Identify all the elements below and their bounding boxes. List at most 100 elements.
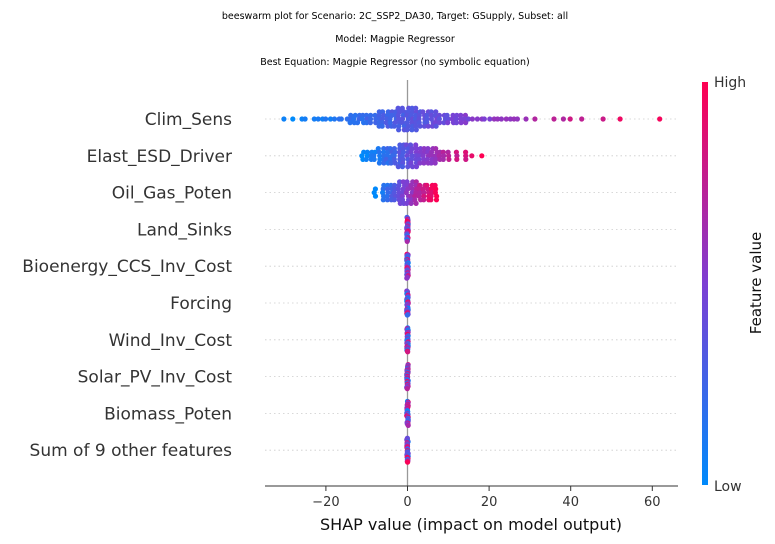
x-tick-label: 60	[644, 495, 661, 510]
shap-dot	[391, 197, 397, 203]
feature-label: Clim_Sens	[145, 110, 232, 130]
chart-title-line-1: beeswarm plot for Scenario: 2C_SSP2_DA30…	[222, 11, 568, 22]
shap-dot	[507, 116, 513, 122]
shap-dot	[290, 116, 296, 122]
shap-dot	[429, 123, 435, 129]
shap-dot	[338, 116, 344, 122]
shap-dot	[579, 116, 585, 122]
shap-dot	[551, 116, 557, 122]
shap-dot	[404, 312, 410, 318]
shap-dot	[364, 120, 370, 126]
shap-dot	[417, 123, 423, 129]
colorbar	[702, 82, 708, 485]
feature-label: Bioenergy_CCS_Inv_Cost	[22, 257, 232, 277]
shap-dot	[433, 123, 439, 129]
shap-dot	[404, 127, 410, 133]
shap-dot	[405, 422, 411, 428]
shap-dot	[412, 193, 418, 199]
shap-dot	[425, 146, 431, 152]
shap-dot	[373, 120, 379, 126]
shap-dot	[617, 116, 623, 122]
shap-dot	[281, 116, 287, 122]
shap-dot	[428, 160, 434, 166]
shap-dot	[399, 190, 405, 196]
x-tick-label: 20	[481, 495, 498, 510]
shap-dot	[409, 127, 415, 133]
feature-label: Oil_Gas_Poten	[112, 184, 232, 204]
shap-dot	[311, 116, 317, 122]
x-tick-label: 0	[403, 495, 411, 510]
x-axis-label: SHAP value (impact on model output)	[320, 515, 622, 534]
shap-dot	[481, 116, 487, 122]
shap-dot	[413, 164, 420, 170]
shap-dot	[458, 120, 464, 126]
shap-dot	[465, 116, 471, 122]
shap-dot	[344, 116, 350, 122]
shap-dot	[417, 160, 423, 166]
shap-dot	[384, 197, 390, 203]
shap-dot	[405, 459, 411, 465]
shap-dot	[363, 156, 369, 162]
shap-dot	[409, 164, 416, 170]
chart-title-line-3: Best Equation: Magpie Regressor (no symb…	[260, 57, 530, 68]
shap-dot	[433, 197, 440, 203]
shap-dot	[514, 116, 521, 122]
shap-dot	[323, 116, 329, 122]
shap-dot	[405, 164, 411, 170]
shap-dot	[347, 120, 353, 126]
shap-dot	[404, 386, 410, 392]
shap-dot	[367, 120, 373, 126]
chart-title-line-2: Model: Magpie Regressor	[335, 34, 455, 45]
shap-dot	[331, 116, 338, 122]
shap-dot	[315, 116, 321, 122]
colorbar-high-label: High	[714, 75, 746, 91]
feature-rows: Clim_Sens Elast_ESD_Driver Oil_Gas_Poten La…	[22, 110, 678, 461]
shap-dot	[441, 120, 447, 126]
shap-dots	[281, 105, 663, 465]
shap-dot	[428, 197, 434, 203]
shap-dot	[479, 153, 485, 159]
shap-dot	[469, 116, 475, 122]
shap-dot	[408, 200, 414, 206]
feature-label: Wind_Inv_Cost	[109, 331, 233, 351]
shap-dot	[421, 160, 427, 166]
shap-dot	[371, 156, 377, 162]
shap-dot	[413, 200, 419, 206]
x-tick-label: 40	[562, 495, 579, 510]
shap-dot	[432, 160, 438, 166]
shap-dot	[425, 123, 431, 129]
shap-dot	[495, 116, 501, 122]
shap-dot	[463, 156, 469, 162]
shap-dot	[396, 127, 402, 133]
feature-label: Biomass_Poten	[104, 404, 232, 424]
shap-dot	[440, 156, 446, 162]
shap-dot	[380, 197, 386, 203]
shap-dot	[399, 164, 406, 170]
shap-dot	[399, 116, 406, 122]
shap-dot	[498, 116, 504, 122]
shap-dot	[376, 160, 382, 166]
shap-dot	[421, 197, 427, 203]
shap-dot	[391, 123, 397, 129]
shap-dot	[454, 156, 460, 162]
shap-dot	[327, 116, 334, 122]
shap-dot	[445, 120, 451, 126]
shap-dot	[404, 200, 410, 206]
shap-dot	[474, 116, 480, 122]
shap-dot	[404, 275, 410, 281]
feature-label: Sum of 9 other features	[30, 441, 233, 461]
feature-label: Solar_PV_Inv_Cost	[78, 368, 233, 388]
shap-dot	[469, 153, 475, 159]
shap-dot	[463, 120, 469, 126]
shap-dot	[302, 116, 308, 122]
colorbar-title: Feature value	[747, 232, 765, 334]
shap-dot	[523, 116, 529, 122]
shap-dot	[446, 156, 452, 162]
shap-dot	[560, 116, 567, 122]
x-tick-label: −20	[312, 495, 339, 510]
shap-dot	[379, 123, 385, 129]
shap-dot	[600, 116, 606, 122]
shap-dot	[503, 116, 509, 122]
shap-dot	[404, 238, 410, 244]
